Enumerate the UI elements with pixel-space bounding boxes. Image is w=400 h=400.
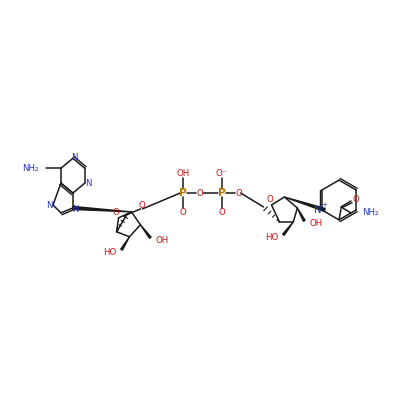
Text: N: N [73,206,79,214]
Text: O: O [138,202,145,210]
Text: P: P [179,188,187,198]
Polygon shape [140,225,151,238]
Polygon shape [284,197,325,211]
Text: O: O [197,188,203,198]
Text: N: N [314,205,322,215]
Text: O: O [180,208,186,218]
Text: N: N [46,202,52,210]
Polygon shape [297,208,305,221]
Text: HO: HO [103,248,116,257]
Text: OH: OH [155,236,168,245]
Text: O: O [218,208,225,218]
Text: OH: OH [309,219,322,228]
Text: N: N [71,153,77,162]
Text: O: O [266,196,273,204]
Text: +: + [321,202,327,208]
Text: O: O [352,194,359,204]
Text: N: N [86,179,92,188]
Polygon shape [121,237,130,250]
Text: P: P [218,188,226,198]
Text: O: O [112,208,119,218]
Text: O⁻: O⁻ [215,169,226,178]
Polygon shape [73,206,132,212]
Text: O: O [235,188,242,198]
Polygon shape [283,222,293,235]
Text: HO: HO [265,233,278,242]
Text: NH₂: NH₂ [22,164,38,173]
Text: NH₂: NH₂ [362,208,378,218]
Text: OH: OH [176,169,190,178]
